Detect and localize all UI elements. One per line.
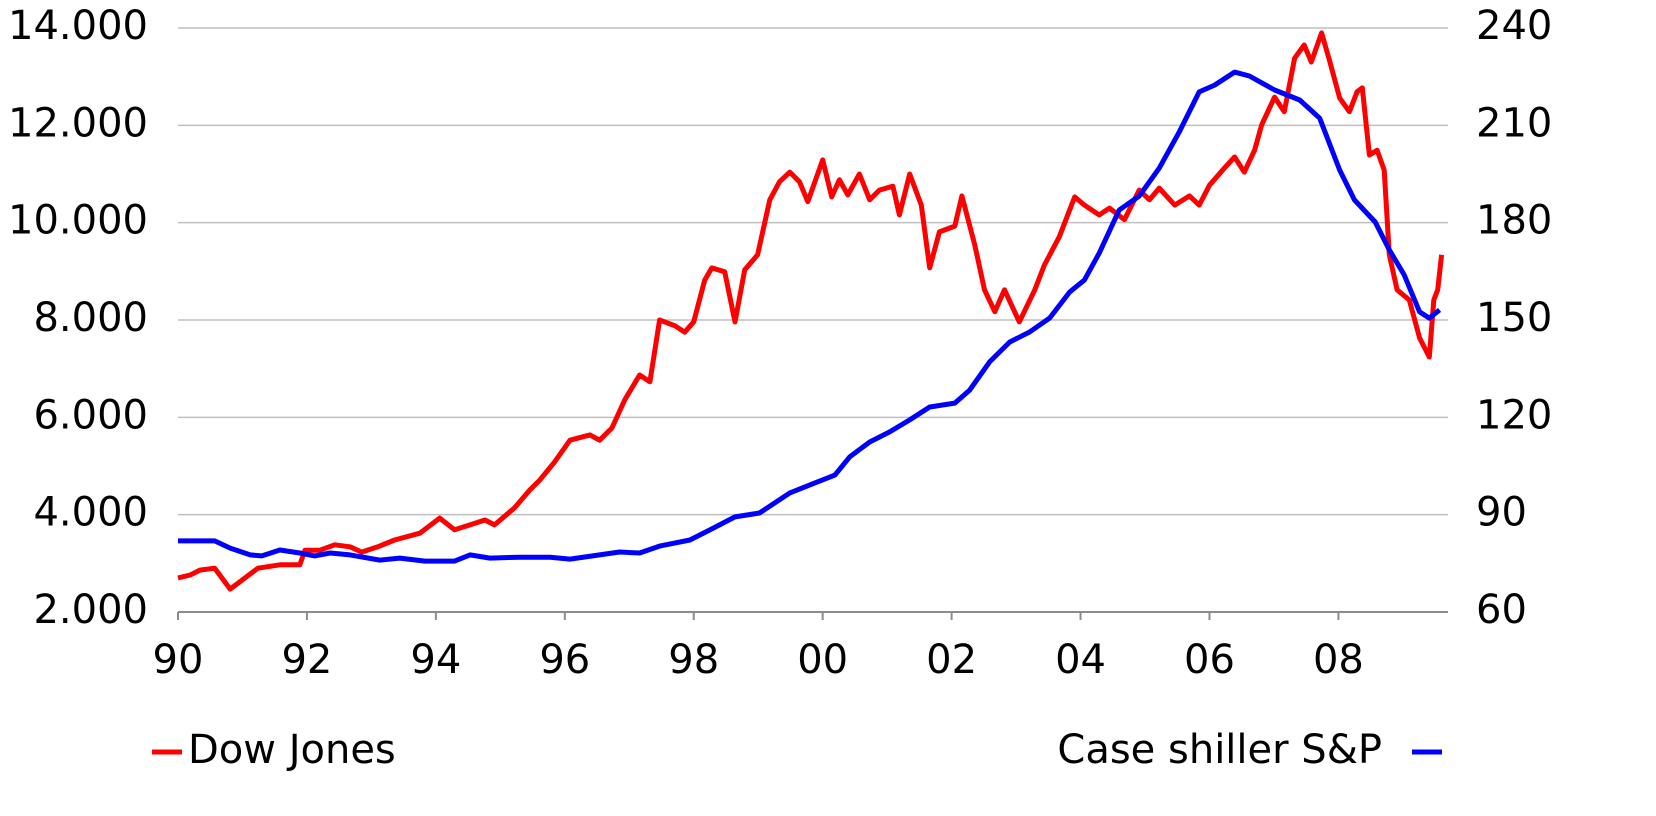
series-line bbox=[177, 30, 1445, 592]
x-tick-label: 98 bbox=[668, 637, 719, 683]
x-tick-label: 90 bbox=[153, 637, 204, 683]
x-tick-label: 92 bbox=[281, 637, 332, 683]
x-tick-label: 94 bbox=[410, 637, 461, 683]
x-tick-label: 00 bbox=[797, 637, 848, 683]
y2-tick-label: 90 bbox=[1476, 490, 1527, 536]
y2-tick-label: 120 bbox=[1476, 392, 1552, 438]
x-tick-label: 08 bbox=[1313, 637, 1364, 683]
legend-label: Dow Jones bbox=[188, 727, 396, 773]
x-tick-label: 02 bbox=[926, 637, 977, 683]
x-tick-label: 96 bbox=[539, 637, 590, 683]
y2-tick-label: 150 bbox=[1476, 295, 1552, 341]
y-tick-label: 14.000 bbox=[8, 3, 148, 49]
y-tick-label: 10.000 bbox=[8, 198, 148, 244]
y2-tick-label: 60 bbox=[1476, 587, 1527, 633]
y-tick-label: 12.000 bbox=[8, 100, 148, 146]
x-tick-label: 04 bbox=[1055, 637, 1106, 683]
y2-tick-label: 210 bbox=[1476, 100, 1552, 146]
y-tick-label: 4.000 bbox=[33, 490, 148, 536]
series-line bbox=[178, 69, 1442, 564]
y-tick-label: 8.000 bbox=[33, 295, 148, 341]
x-tick-label: 06 bbox=[1184, 637, 1235, 683]
y-tick-label: 6.000 bbox=[33, 392, 148, 438]
y2-tick-label: 180 bbox=[1476, 198, 1552, 244]
y2-tick-label: 240 bbox=[1476, 3, 1552, 49]
y-tick-label: 2.000 bbox=[33, 587, 148, 633]
legend-label: Case shiller S&P bbox=[1057, 727, 1382, 773]
